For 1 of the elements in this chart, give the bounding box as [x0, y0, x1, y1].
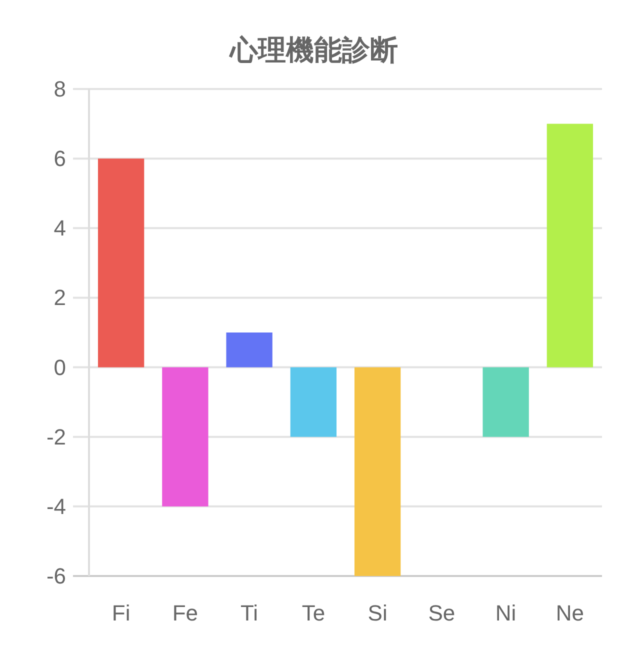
title: 心理機能診断	[230, 34, 398, 66]
